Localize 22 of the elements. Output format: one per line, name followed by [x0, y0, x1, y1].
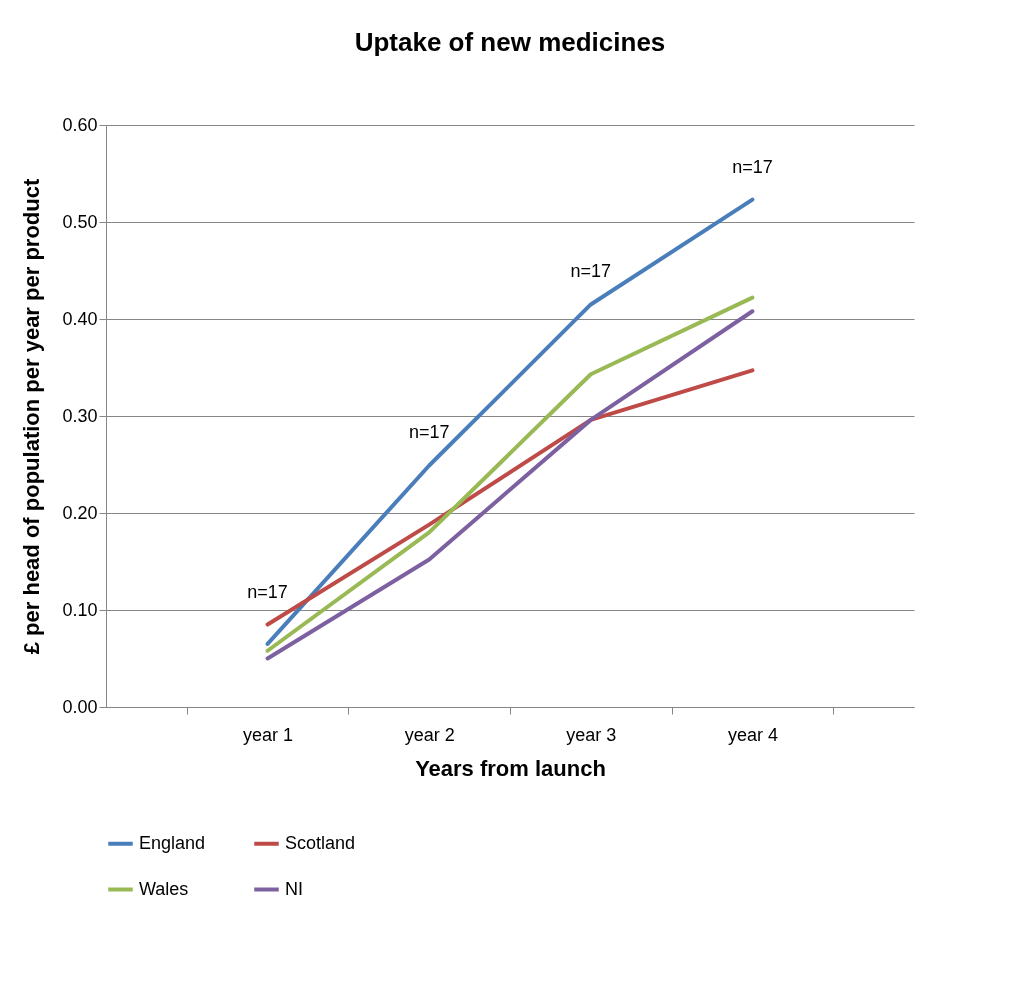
legend-label: England [139, 832, 206, 853]
annotation: n=17 [570, 261, 612, 282]
y-tick-label: 0.00 [62, 696, 98, 717]
y-tick-label: 0.40 [62, 308, 98, 329]
legend-label: Scotland [285, 832, 356, 853]
annotation: n=17 [732, 156, 773, 177]
y-tick-label: 0.50 [62, 211, 98, 232]
x-tick-label: year 4 [727, 724, 778, 745]
legend-label: Wales [139, 878, 189, 899]
chart-title: Uptake of new medicines [354, 27, 666, 57]
x-tick-label: year 2 [404, 724, 455, 745]
x-tick-label: year 1 [243, 724, 294, 745]
annotation: n=17 [408, 422, 450, 443]
x-tick-label: year 3 [566, 724, 617, 745]
y-axis-title: £ per head of population per year per product [19, 178, 45, 655]
x-axis-title: Years from launch [415, 755, 606, 781]
y-tick-label: 0.60 [62, 114, 98, 135]
y-tick-label: 0.20 [62, 502, 98, 523]
y-tick-label: 0.10 [62, 599, 98, 620]
y-tick-label: 0.30 [62, 405, 98, 426]
annotation: n=17 [247, 581, 288, 602]
legend-label: NI [285, 878, 303, 899]
